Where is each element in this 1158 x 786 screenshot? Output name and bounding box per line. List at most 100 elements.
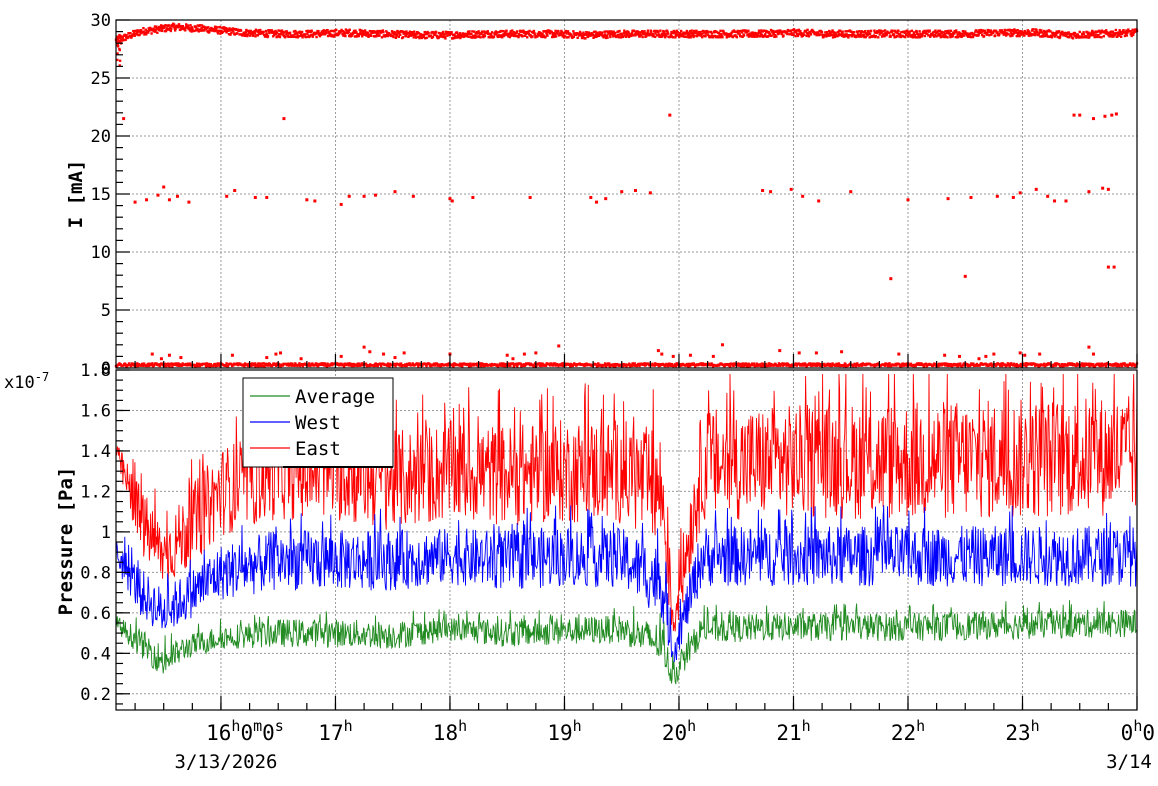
current-point bbox=[394, 36, 398, 40]
current-point-zero bbox=[742, 362, 745, 365]
current-point-zero bbox=[628, 362, 631, 365]
current-point bbox=[873, 31, 877, 34]
current-point bbox=[536, 35, 539, 38]
current-point bbox=[1040, 31, 1043, 34]
current-point bbox=[1076, 33, 1080, 36]
current-point bbox=[305, 29, 308, 33]
current-point bbox=[214, 25, 217, 29]
current-point-zero bbox=[1083, 364, 1086, 367]
current-point bbox=[420, 36, 424, 40]
current-point bbox=[1125, 34, 1129, 37]
current-point bbox=[735, 35, 739, 39]
current-point bbox=[193, 29, 196, 33]
current-point-zero bbox=[752, 364, 755, 367]
current-point bbox=[1086, 33, 1090, 36]
current-point-zero bbox=[453, 362, 456, 365]
current-point bbox=[1004, 34, 1008, 37]
current-point-zero bbox=[764, 362, 768, 366]
current-point bbox=[207, 26, 210, 29]
current-point bbox=[279, 29, 282, 33]
current-point-zero bbox=[1000, 362, 1003, 365]
current-point bbox=[608, 30, 611, 33]
current-point-zero bbox=[489, 363, 492, 366]
current-outlier-point bbox=[150, 352, 154, 356]
current-point bbox=[381, 29, 385, 32]
current-point-zero bbox=[814, 362, 818, 366]
current-point bbox=[740, 31, 744, 34]
current-point-zero bbox=[532, 365, 535, 368]
current-point bbox=[934, 29, 937, 32]
current-point-zero bbox=[1049, 363, 1052, 366]
current-point bbox=[395, 34, 398, 37]
current-point bbox=[901, 35, 904, 38]
current-point bbox=[1049, 30, 1052, 33]
current-point bbox=[117, 39, 121, 43]
current-point bbox=[324, 31, 328, 35]
current-point bbox=[777, 31, 781, 34]
current-point-zero bbox=[535, 364, 538, 368]
current-point bbox=[157, 26, 160, 30]
current-point-zero bbox=[205, 362, 208, 365]
current-point bbox=[953, 32, 956, 35]
current-point-zero bbox=[166, 364, 169, 367]
current-point-zero bbox=[500, 364, 503, 367]
current-point bbox=[144, 28, 148, 31]
current-point-zero bbox=[603, 363, 606, 367]
current-point bbox=[257, 30, 260, 34]
current-point bbox=[843, 33, 847, 36]
current-point bbox=[802, 33, 806, 37]
current-point bbox=[216, 32, 220, 35]
current-point bbox=[1060, 32, 1063, 36]
current-point bbox=[404, 35, 408, 38]
current-point-zero bbox=[279, 364, 283, 368]
current-point bbox=[794, 34, 797, 38]
current-point bbox=[752, 33, 756, 36]
current-point bbox=[355, 35, 359, 38]
current-point bbox=[671, 36, 675, 39]
current-point bbox=[505, 29, 508, 32]
pressure-y-tick-label: 0.4 bbox=[80, 644, 111, 664]
current-point bbox=[996, 31, 999, 34]
current-point-zero bbox=[958, 364, 961, 367]
current-point-zero bbox=[1073, 362, 1076, 366]
current-point bbox=[695, 34, 699, 38]
current-point bbox=[215, 26, 219, 29]
current-point bbox=[1023, 34, 1026, 37]
current-point-zero bbox=[253, 362, 256, 365]
current-point bbox=[868, 36, 871, 39]
current-point-zero bbox=[637, 362, 641, 366]
current-point bbox=[285, 30, 288, 33]
current-point-zero bbox=[988, 364, 991, 367]
current-point bbox=[677, 33, 680, 37]
current-point bbox=[458, 34, 461, 37]
current-point bbox=[660, 32, 664, 35]
current-point bbox=[824, 31, 827, 34]
current-point bbox=[689, 31, 693, 35]
current-point bbox=[747, 29, 750, 32]
current-point bbox=[509, 31, 512, 34]
current-point-zero bbox=[744, 363, 747, 367]
current-point bbox=[268, 31, 271, 35]
current-point bbox=[963, 34, 966, 37]
current-point bbox=[605, 34, 609, 37]
current-point bbox=[376, 29, 379, 33]
current-point bbox=[647, 32, 650, 35]
current-point bbox=[272, 35, 275, 38]
current-point bbox=[796, 34, 800, 38]
current-point bbox=[900, 30, 903, 34]
current-point bbox=[578, 30, 582, 34]
current-point bbox=[1009, 34, 1012, 38]
current-point bbox=[169, 29, 173, 33]
current-point-zero bbox=[934, 363, 937, 366]
current-point-zero bbox=[178, 363, 182, 366]
pressure-y-tick-label: 1.4 bbox=[80, 442, 111, 462]
current-point bbox=[354, 29, 357, 32]
current-point bbox=[442, 35, 445, 39]
current-point bbox=[1118, 32, 1122, 36]
current-point bbox=[481, 31, 484, 34]
current-point-zero bbox=[989, 363, 992, 367]
current-point bbox=[299, 32, 303, 36]
current-point bbox=[1078, 30, 1081, 34]
current-point bbox=[807, 35, 811, 38]
